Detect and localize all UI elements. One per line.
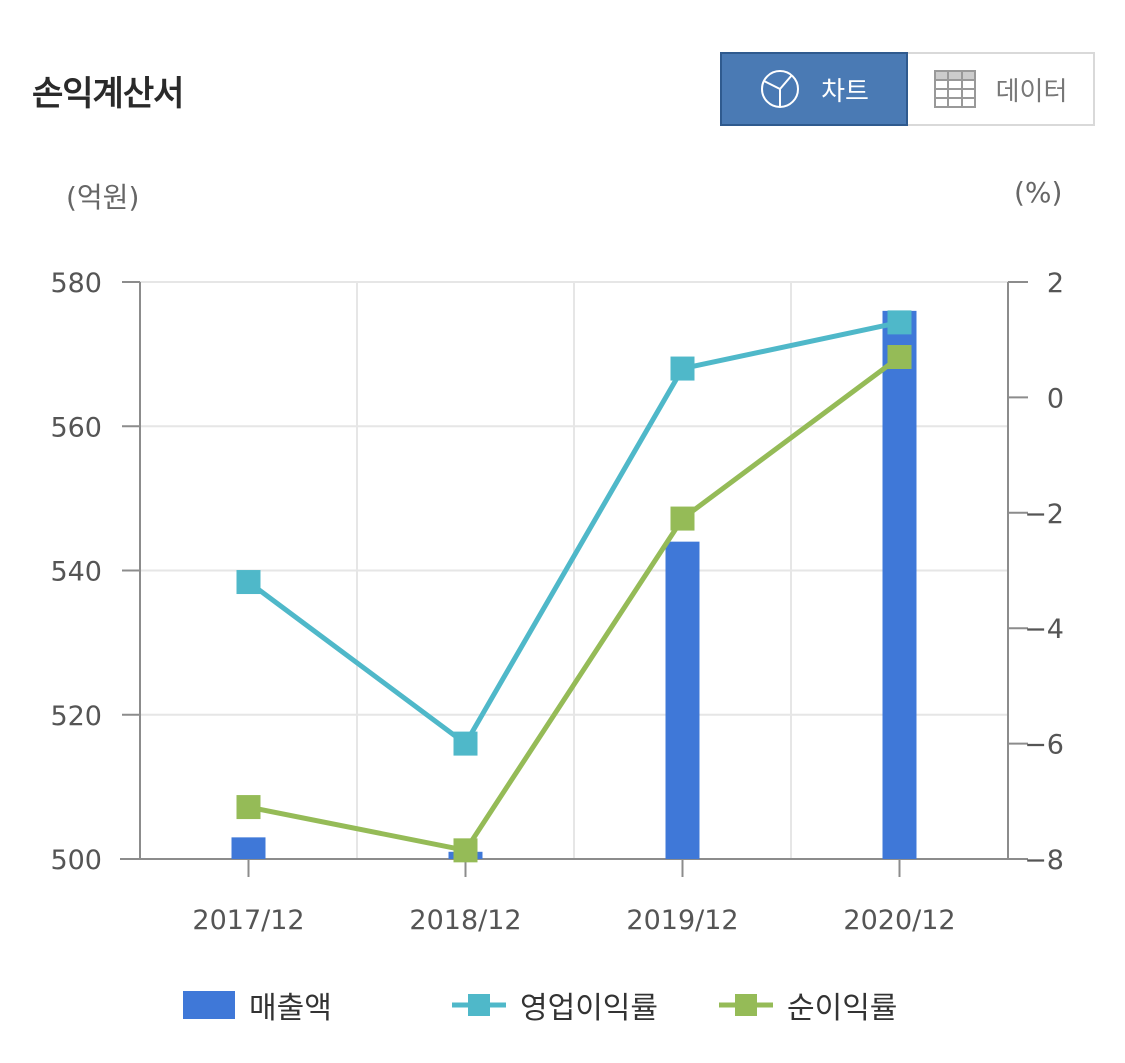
operating-margin-marker — [887, 310, 912, 335]
right-tick-label: 2 — [1047, 268, 1064, 299]
operating-margin-marker — [453, 731, 478, 756]
table-grid-icon — [933, 70, 976, 108]
legend-label: 영업이익률 — [520, 991, 658, 1026]
right-tick-label: 0 — [1047, 383, 1064, 414]
pie-chart-icon — [761, 70, 800, 108]
x-tick-label: 2020/12 — [843, 905, 955, 936]
right-axis-unit: (%) — [1014, 176, 1063, 209]
net-margin-marker — [670, 506, 695, 531]
operating-margin-marker — [670, 356, 695, 381]
legend-label: 순이익률 — [787, 991, 898, 1026]
legend-label: 매출액 — [249, 991, 332, 1026]
right-tick-label: −6 — [1024, 730, 1064, 761]
x-tick-label: 2018/12 — [409, 905, 521, 936]
data-view-label: 데이터 — [995, 76, 1068, 107]
revenue-bar — [231, 837, 266, 859]
x-tick-label: 2017/12 — [192, 905, 304, 936]
revenue-bar — [665, 541, 700, 859]
net-margin-marker — [236, 795, 261, 820]
chart-view-button[interactable]: 차트 — [720, 52, 908, 126]
legend-item-net-margin[interactable]: 순이익률 — [719, 980, 897, 1030]
left-axis-unit: (억원) — [66, 181, 140, 214]
legend-item-operating-margin[interactable]: 영업이익률 — [452, 980, 658, 1030]
net-margin-marker — [887, 345, 912, 370]
left-tick-label: 520 — [50, 701, 102, 732]
data-view-button[interactable]: 데이터 — [908, 52, 1095, 126]
right-tick-label: −2 — [1024, 499, 1064, 530]
right-tick-label: −4 — [1024, 614, 1064, 645]
combo-chart: 500 520 540 560 580 −8 −6 −4 −2 0 2 2017/12 2018/12 2… — [50, 268, 1064, 936]
net-margin-line — [248, 355, 901, 853]
x-tick-label: 2019/12 — [626, 905, 738, 936]
bar-swatch-icon — [183, 991, 235, 1019]
left-tick-label: 580 — [50, 268, 102, 299]
net-margin-marker — [453, 838, 478, 863]
operating-margin-marker — [236, 570, 261, 595]
chart-view-label: 차트 — [821, 76, 869, 107]
line-marker-swatch-icon — [719, 994, 773, 1016]
revenue-bar — [882, 310, 917, 860]
chart-legend: 매출액 영업이익률 순이익률 — [0, 980, 1125, 1030]
operating-margin-line — [247, 319, 901, 747]
legend-item-revenue[interactable]: 매출액 — [183, 980, 332, 1030]
left-tick-label: 560 — [50, 412, 102, 443]
line-marker-swatch-icon — [452, 994, 506, 1016]
view-toggle: 차트 데이터 — [720, 52, 1095, 126]
right-tick-label: −8 — [1024, 845, 1064, 876]
page-title: 손익계산서 — [32, 74, 184, 114]
left-tick-label: 540 — [50, 557, 102, 588]
left-tick-label: 500 — [50, 845, 102, 876]
